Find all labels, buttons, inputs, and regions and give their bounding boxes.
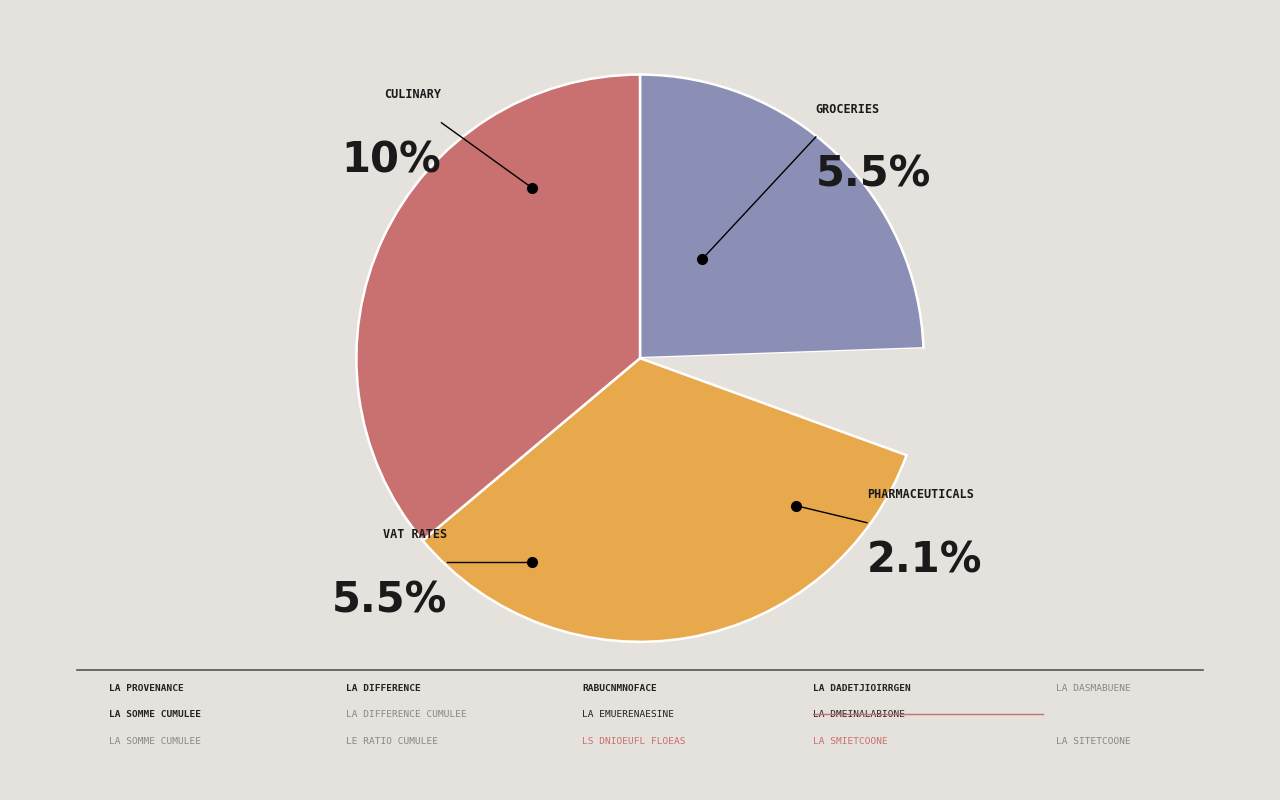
Text: PHARMACEUTICALS: PHARMACEUTICALS bbox=[867, 489, 974, 502]
Wedge shape bbox=[640, 348, 924, 455]
Wedge shape bbox=[422, 358, 906, 642]
Text: GROCERIES: GROCERIES bbox=[815, 102, 879, 116]
Wedge shape bbox=[640, 74, 923, 358]
Text: 5.5%: 5.5% bbox=[815, 154, 932, 196]
Text: LA SMIETCOONE: LA SMIETCOONE bbox=[813, 737, 887, 746]
Text: LA DASMABUENE: LA DASMABUENE bbox=[1056, 684, 1130, 693]
Text: LA SOMME CUMULEE: LA SOMME CUMULEE bbox=[109, 710, 201, 719]
Text: LA DMEINALABIONE: LA DMEINALABIONE bbox=[813, 710, 905, 719]
Text: LA DIFFERENCE CUMULEE: LA DIFFERENCE CUMULEE bbox=[346, 710, 466, 719]
Text: LS DNIOEUFL FLOEAS: LS DNIOEUFL FLOEAS bbox=[582, 737, 686, 746]
Text: CULINARY: CULINARY bbox=[384, 89, 442, 102]
Text: LA SOMME CUMULEE: LA SOMME CUMULEE bbox=[109, 737, 201, 746]
Text: 5.5%: 5.5% bbox=[332, 579, 447, 622]
Text: 10%: 10% bbox=[342, 140, 442, 182]
Text: LA SITETCOONE: LA SITETCOONE bbox=[1056, 737, 1130, 746]
Text: LA PROVENANCE: LA PROVENANCE bbox=[109, 684, 183, 693]
Text: RABUCNMNOFACE: RABUCNMNOFACE bbox=[582, 684, 657, 693]
Text: VAT RATES: VAT RATES bbox=[383, 528, 447, 541]
Text: LA EMUERENAESINE: LA EMUERENAESINE bbox=[582, 710, 675, 719]
Text: LE RATIO CUMULEE: LE RATIO CUMULEE bbox=[346, 737, 438, 746]
Text: LA DADETJIOIRRGEN: LA DADETJIOIRRGEN bbox=[813, 684, 910, 693]
Text: 2.1%: 2.1% bbox=[867, 540, 983, 582]
Text: LA DIFFERENCE: LA DIFFERENCE bbox=[346, 684, 420, 693]
Wedge shape bbox=[356, 74, 640, 541]
